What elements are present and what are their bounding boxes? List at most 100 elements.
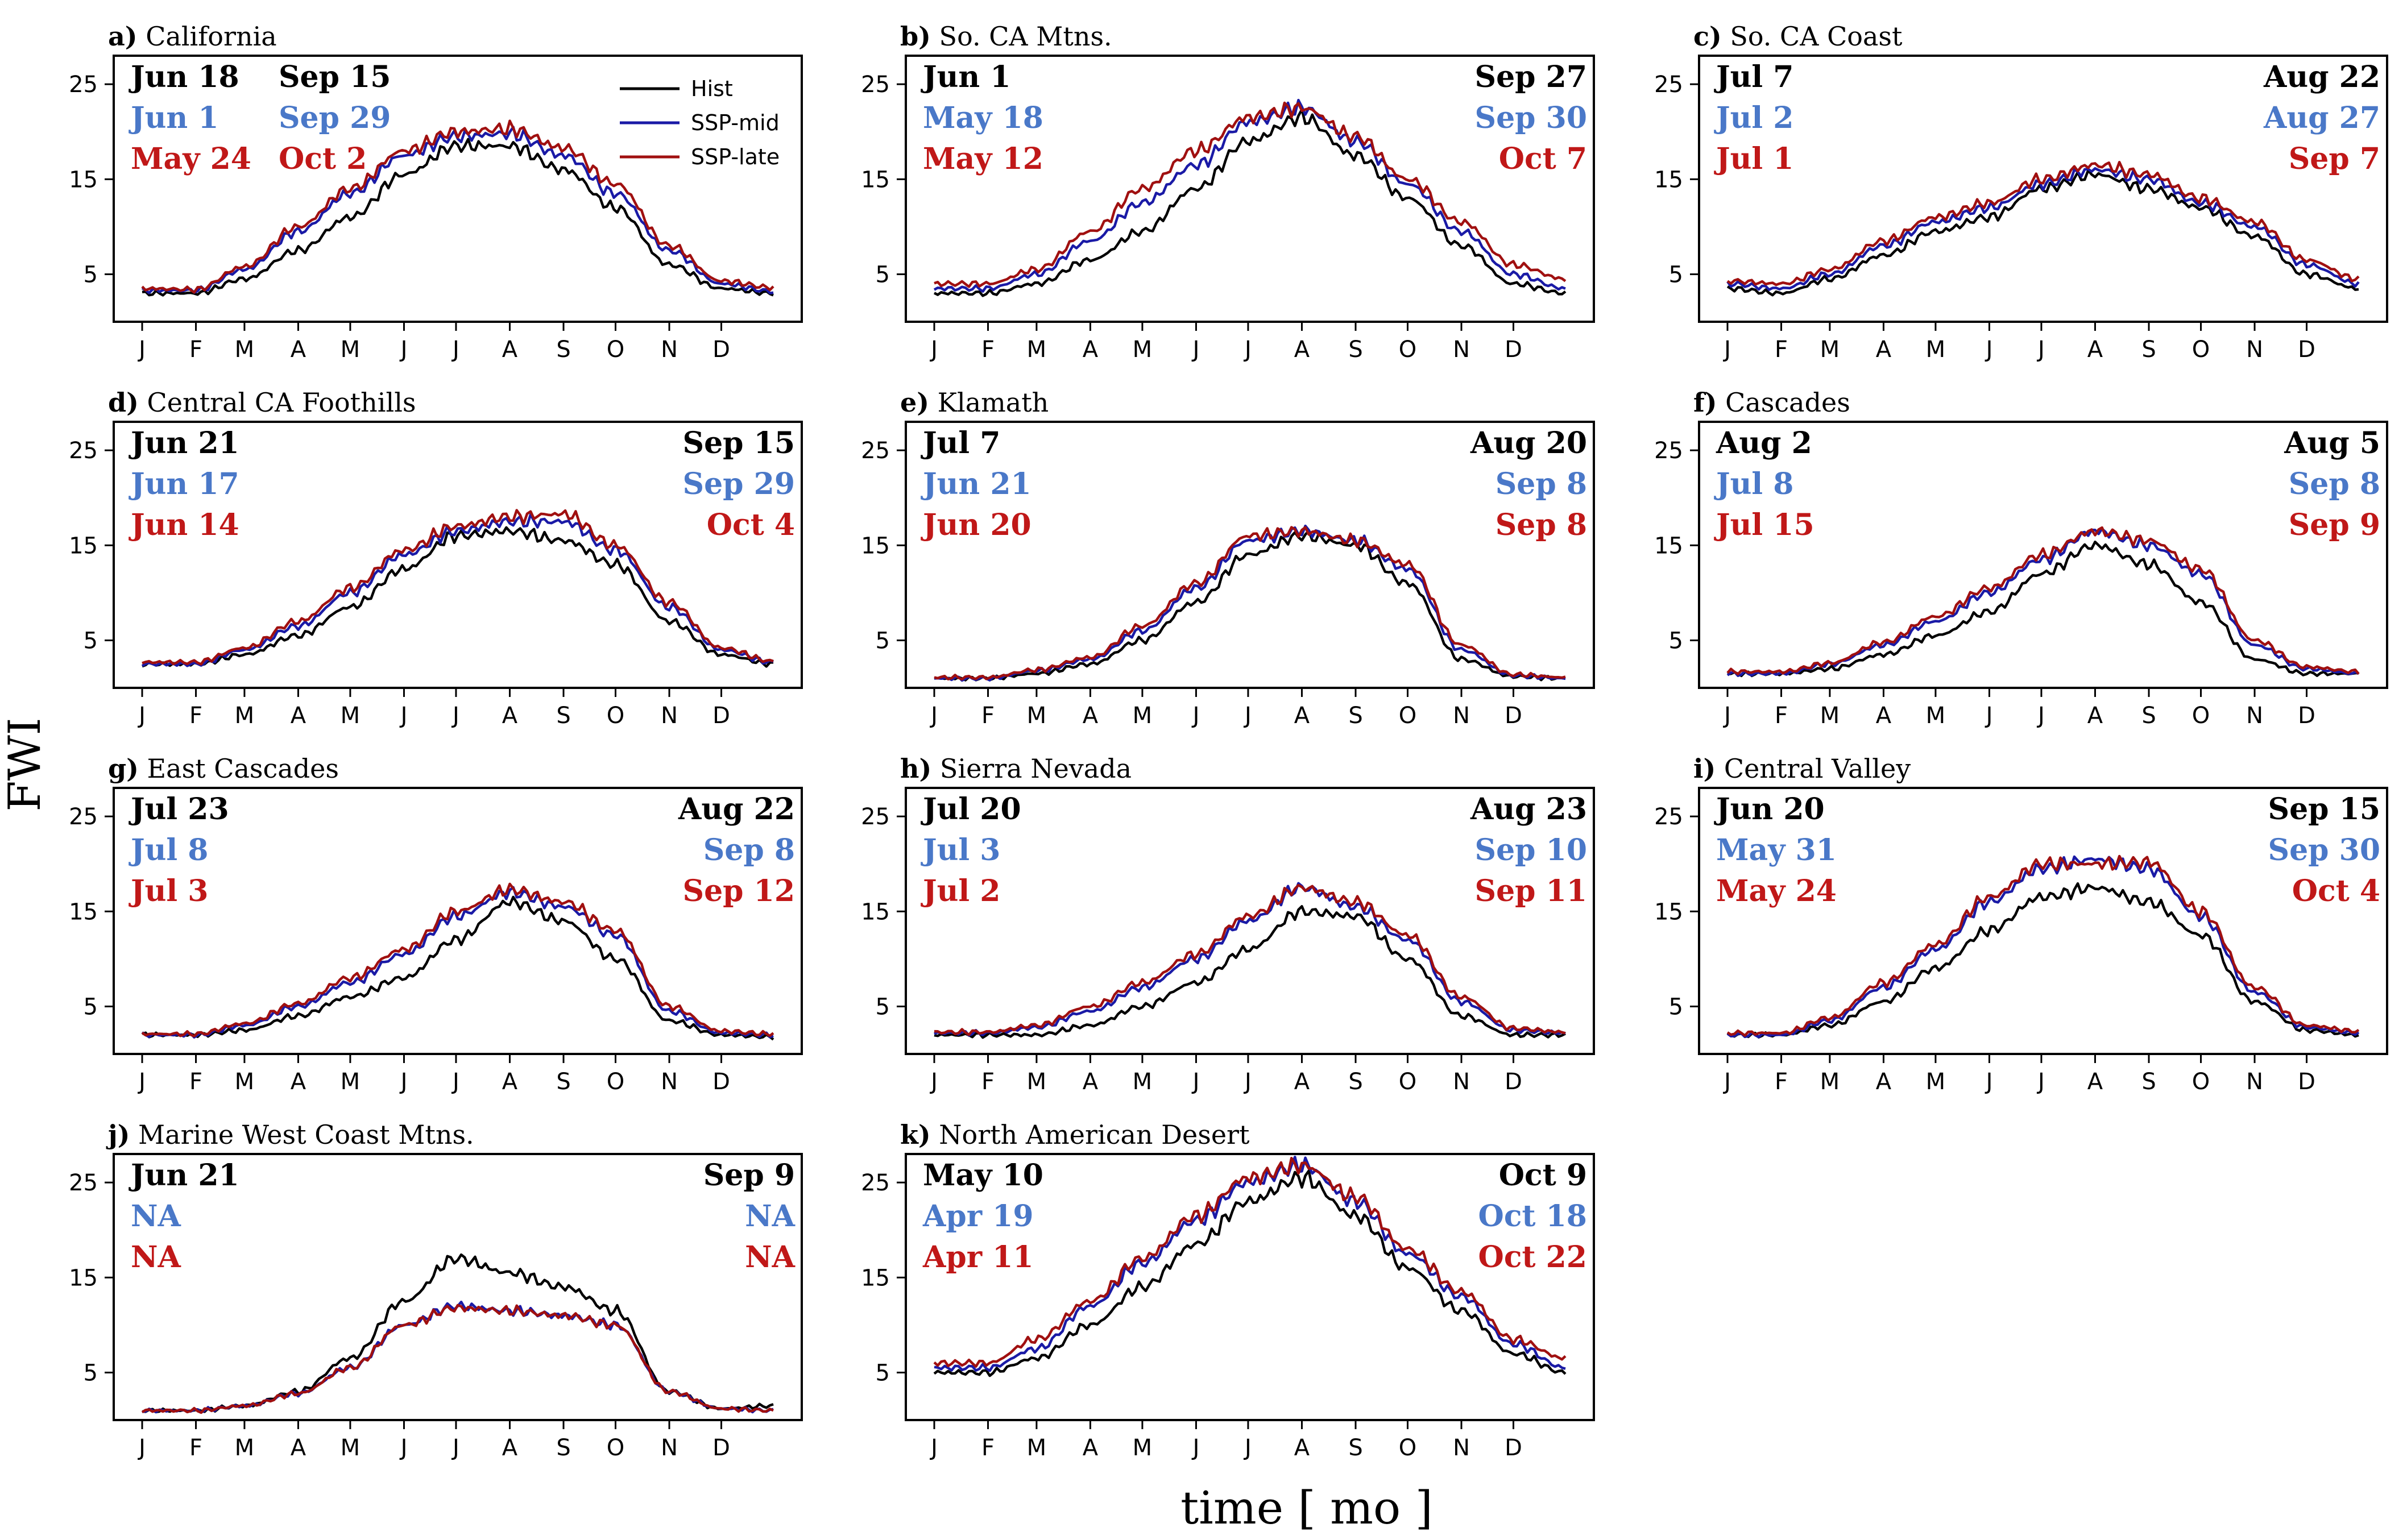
series-line-ssp-late <box>1726 160 2360 287</box>
y-tick-label: 15 <box>1654 899 1683 925</box>
fire-season-end-label: Sep 9 <box>703 1158 795 1193</box>
panel-3: c) So. CA Coast 5 15 25 J F M A M J J A S O N D Jul 7 Aug… <box>1654 21 2388 363</box>
series-line-hist <box>1727 540 2359 678</box>
x-tick-label: O <box>1399 337 1416 363</box>
panel-title: d) Central CA Foothills <box>108 387 416 418</box>
y-axis-label: FWI <box>0 717 51 811</box>
x-tick-label: M <box>1027 1435 1047 1461</box>
fire-season-end-label: Sep 15 <box>279 60 391 94</box>
series-line-ssp-mid <box>141 126 774 294</box>
x-tick-label: J <box>399 703 408 729</box>
fire-season-start-label: Aug 2 <box>1716 426 1812 460</box>
panel-title: c) So. CA Coast <box>1693 21 1903 52</box>
panel-8: h) Sierra Nevada 5 15 25 J F M A M J J A S O N D Jul 20 A… <box>861 753 1595 1095</box>
x-tick-label: F <box>1775 703 1788 729</box>
x-tick-label: N <box>1453 1435 1470 1461</box>
x-tick-label: N <box>2246 703 2263 729</box>
series-line-ssp-late <box>934 101 1567 288</box>
series-line-ssp-mid <box>934 882 1566 1037</box>
panel-frame <box>113 1153 803 1421</box>
y-tick-label: 25 <box>1654 72 1683 98</box>
y-tick-label: 15 <box>861 1265 890 1291</box>
x-tick-label: M <box>341 703 361 729</box>
x-tick-label: J <box>451 1435 459 1461</box>
x-tick-label: S <box>1348 703 1362 729</box>
panel-10: j) Marine West Coast Mtns. 5 15 25 J F M A M J J A S… <box>69 1119 803 1461</box>
panel-frame <box>1698 787 2388 1055</box>
x-tick-label: M <box>1926 337 1946 363</box>
x-tick-label: N <box>661 1069 678 1095</box>
x-tick-label: M <box>235 337 255 363</box>
x-tick-label: A <box>1876 1069 1892 1095</box>
panels: a) California 5 15 25 J F M A M J J A S O N D Jun 18 Sep … <box>69 21 2388 1461</box>
x-tick-label: A <box>1083 703 1099 729</box>
x-tick-label: M <box>1027 337 1047 363</box>
series-line-ssp-late <box>934 526 1566 681</box>
x-tick-label: A <box>2087 703 2103 729</box>
series-line-ssp-late <box>1726 854 2360 1037</box>
x-tick-label: S <box>556 1435 570 1461</box>
fire-season-start-label: Jun 20 <box>1714 792 1825 827</box>
x-tick-label: O <box>607 1435 624 1461</box>
fire-season-start-label: May 31 <box>1716 833 1837 867</box>
y-tick-label: 25 <box>861 72 890 98</box>
x-tick-label: J <box>929 337 938 363</box>
y-tick-label: 5 <box>84 628 98 654</box>
y-tick-label: 5 <box>876 994 890 1020</box>
panel-4: d) Central CA Foothills 5 15 25 J F M A M J J A S O N D… <box>69 387 803 729</box>
x-tick-label: J <box>1722 703 1731 729</box>
fire-season-end-label: Oct 18 <box>1478 1199 1587 1234</box>
fire-season-start-label: May 18 <box>923 101 1043 135</box>
panel-title: h) Sierra Nevada <box>900 753 1132 784</box>
panel-title: a) California <box>108 21 277 52</box>
y-tick-label: 15 <box>69 899 98 925</box>
series-line-hist <box>1726 882 2359 1039</box>
y-tick-label: 25 <box>861 804 890 830</box>
panel-title: f) Cascades <box>1693 387 1850 418</box>
fire-season-end-label: Sep 8 <box>703 833 795 867</box>
y-tick-label: 5 <box>876 1360 890 1386</box>
y-tick-label: 25 <box>69 804 98 830</box>
x-tick-label: A <box>1294 337 1310 363</box>
x-tick-label: O <box>2192 1069 2210 1095</box>
x-tick-label: S <box>556 703 570 729</box>
x-tick-label: A <box>1876 337 1892 363</box>
x-tick-label: J <box>1985 1069 1993 1095</box>
x-tick-label: J <box>1191 1069 1200 1095</box>
x-tick-label: N <box>661 1435 678 1461</box>
x-tick-label: J <box>1722 337 1731 363</box>
fire-season-start-label: Jul 8 <box>1714 467 1793 501</box>
x-tick-label: S <box>1348 1069 1362 1095</box>
fire-season-start-label: Jul 3 <box>921 833 1000 867</box>
x-tick-label: F <box>981 1069 995 1095</box>
panel-frame <box>113 421 803 689</box>
series-line-ssp-mid <box>141 886 774 1039</box>
fire-season-end-label: Sep 10 <box>1475 833 1587 867</box>
x-tick-label: A <box>291 703 306 729</box>
x-tick-label: S <box>2141 337 2156 363</box>
fire-season-start-label: May 10 <box>923 1158 1043 1193</box>
fire-season-start-label: Jun 21 <box>921 467 1031 501</box>
y-tick-label: 5 <box>1669 628 1683 654</box>
x-tick-label: O <box>607 703 624 729</box>
series-line-hist <box>933 1169 1567 1377</box>
x-tick-label: M <box>235 1435 255 1461</box>
y-tick-label: 15 <box>1654 167 1683 193</box>
x-tick-label: A <box>291 337 306 363</box>
x-tick-label: J <box>1191 703 1200 729</box>
x-tick-label: O <box>1399 703 1416 729</box>
x-tick-label: S <box>556 337 570 363</box>
x-tick-label: D <box>2298 703 2315 729</box>
panel-frame <box>113 55 803 323</box>
fire-season-start-label: Jun 20 <box>921 508 1031 542</box>
fire-season-start-label: Jun 1 <box>129 101 219 135</box>
x-tick-label: F <box>981 1435 995 1461</box>
legend-label: SSP-late <box>691 144 780 169</box>
x-tick-label: S <box>2141 703 2156 729</box>
x-tick-label: M <box>1027 703 1047 729</box>
series-line-hist <box>934 529 1566 682</box>
series-line-hist <box>934 905 1567 1039</box>
x-tick-label: J <box>1243 1069 1252 1095</box>
x-tick-label: J <box>451 703 459 729</box>
fire-season-end-label: Oct 2 <box>279 142 367 176</box>
